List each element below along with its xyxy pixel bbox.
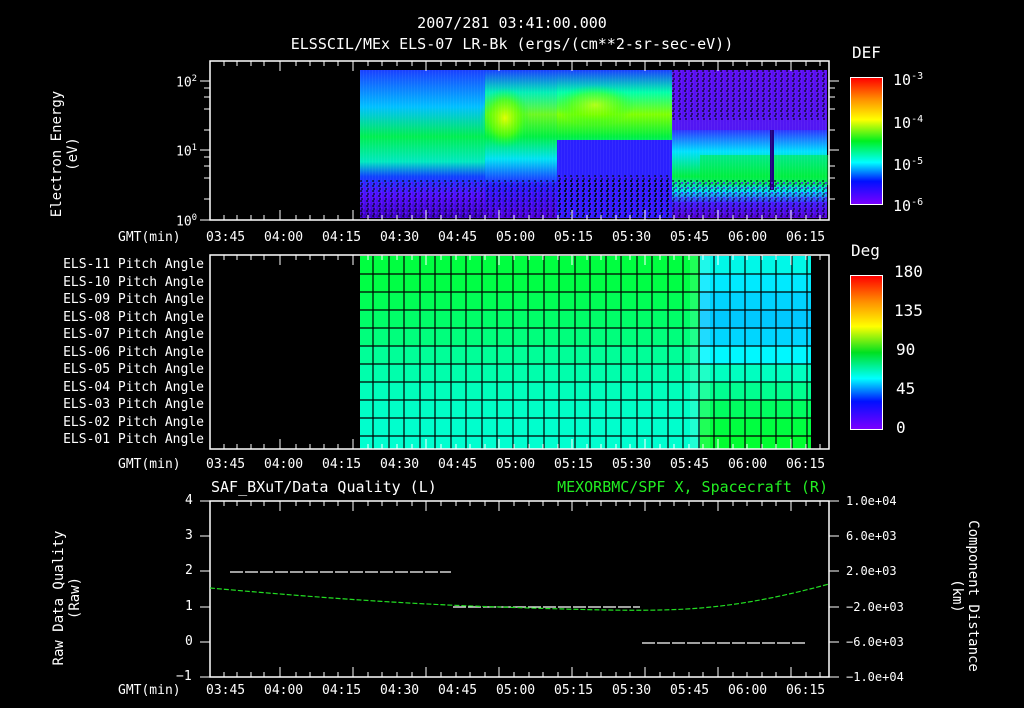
- def-tick-1e-5: 10-5: [893, 156, 924, 174]
- pitch-grid: [360, 256, 811, 449]
- panel3-ticks: [200, 500, 839, 678]
- plot-timestamp: 2007/281 03:41:00.000: [417, 14, 607, 32]
- x-tick: 05:45: [670, 683, 710, 698]
- x-tick: 04:30: [380, 457, 420, 472]
- deg-colorbar: [850, 275, 883, 430]
- x-tick: 05:00: [496, 230, 536, 245]
- def-colorbar-title: DEF: [852, 43, 881, 62]
- x-tick: 04:15: [322, 683, 362, 698]
- x-tick: 05:30: [612, 230, 652, 245]
- panel1-ticks: [200, 80, 839, 221]
- quality-ylabel-line1: Raw Data Quality: [51, 530, 67, 666]
- left-ytick: −1: [176, 669, 192, 684]
- x-tick: 06:15: [786, 683, 826, 698]
- quality-title: SAF_BXuT/Data Quality (L): [211, 478, 437, 496]
- row-label: ELS-03 Pitch Angle: [63, 397, 204, 412]
- x-tick: 05:15: [554, 230, 594, 245]
- distance-ylabel-line2: (km): [949, 579, 965, 613]
- x-tick: 04:45: [438, 457, 478, 472]
- x-axis-label-1: GMT(min): [118, 230, 181, 245]
- row-label: ELS-07 Pitch Angle: [63, 327, 204, 342]
- energy-ytick-10: 101: [176, 143, 198, 160]
- left-ytick: 2: [185, 563, 193, 578]
- x-axis-label-3: GMT(min): [118, 683, 181, 698]
- row-label: ELS-08 Pitch Angle: [63, 310, 204, 325]
- row-label: ELS-10 Pitch Angle: [63, 275, 204, 290]
- left-ytick: 4: [185, 493, 193, 508]
- x-axis-label-2: GMT(min): [118, 457, 181, 472]
- distance-ylabel: Component Distance (km): [949, 511, 981, 681]
- x-tick: 06:15: [786, 457, 826, 472]
- energy-ylabel-line2: (eV): [65, 137, 81, 171]
- x-tick: 06:00: [728, 457, 768, 472]
- left-ytick: 0: [185, 634, 193, 649]
- def-tick-1e-3: 10-3: [893, 71, 924, 89]
- x-tick: 03:45: [206, 683, 246, 698]
- row-label: ELS-01 Pitch Angle: [63, 432, 204, 447]
- x-tick: 04:30: [380, 683, 420, 698]
- def-tick-1e-6: 10-6: [893, 197, 924, 215]
- x-tick: 06:00: [728, 230, 768, 245]
- x-ticks: [223, 61, 821, 677]
- x-tick: 05:00: [496, 457, 536, 472]
- right-ytick: −2.0e+03: [846, 600, 904, 614]
- x-tick: 06:15: [786, 230, 826, 245]
- x-tick: 05:45: [670, 457, 710, 472]
- x-tick: 05:15: [554, 457, 594, 472]
- spf-x-title: MEXORBMC/SPF X, Spacecraft (R): [557, 478, 828, 496]
- right-ytick: 6.0e+03: [846, 529, 897, 543]
- x-tick: 06:00: [728, 683, 768, 698]
- x-tick: 05:30: [612, 683, 652, 698]
- pitch-angle-data: [360, 256, 811, 449]
- x-tick: 04:15: [322, 230, 362, 245]
- energy-ylabel: Electron Energy (eV): [49, 84, 81, 224]
- x-tick: 04:00: [264, 683, 304, 698]
- right-ytick: −6.0e+03: [846, 635, 904, 649]
- x-tick: 05:30: [612, 457, 652, 472]
- deg-tick-90: 90: [896, 340, 916, 359]
- x-tick: 04:45: [438, 683, 478, 698]
- x-tick: 03:45: [206, 457, 246, 472]
- right-ytick: −1.0e+04: [846, 670, 904, 684]
- def-tick-1e-4: 10-4: [893, 114, 924, 132]
- right-ytick: 1.0e+04: [846, 494, 897, 508]
- row-label: ELS-04 Pitch Angle: [63, 380, 204, 395]
- spf-x-series: [209, 583, 830, 611]
- deg-tick-180: 180: [894, 262, 923, 281]
- energy-ytick-100: 102: [176, 74, 198, 91]
- x-tick: 04:00: [264, 457, 304, 472]
- row-label: ELS-11 Pitch Angle: [63, 257, 204, 272]
- spectrogram-data: [360, 70, 830, 218]
- row-label: ELS-06 Pitch Angle: [63, 345, 204, 360]
- deg-colorbar-title: Deg: [851, 241, 880, 260]
- x-tick: 05:45: [670, 230, 710, 245]
- energy-ytick-1: 100: [176, 213, 198, 230]
- x-tick: 04:30: [380, 230, 420, 245]
- distance-ylabel-line1: Component Distance: [965, 520, 981, 672]
- x-tick: 04:00: [264, 230, 304, 245]
- quality-ylabel: Raw Data Quality (Raw): [51, 523, 83, 673]
- left-ytick: 1: [185, 599, 193, 614]
- right-ytick: 2.0e+03: [846, 564, 897, 578]
- deg-tick-0: 0: [896, 418, 906, 437]
- deg-tick-135: 135: [894, 301, 923, 320]
- left-ytick: 3: [185, 528, 193, 543]
- row-label: ELS-09 Pitch Angle: [63, 292, 204, 307]
- x-tick: 04:45: [438, 230, 478, 245]
- plot-subtitle: ELSSCIL/MEx ELS-07 LR-Bk (ergs/(cm**2-sr…: [290, 35, 734, 53]
- row-label: ELS-05 Pitch Angle: [63, 362, 204, 377]
- def-colorbar: [850, 77, 883, 205]
- energy-ylabel-line1: Electron Energy: [49, 90, 65, 218]
- quality-ylabel-line2: (Raw): [67, 576, 83, 620]
- x-tick: 03:45: [206, 230, 246, 245]
- x-tick: 05:00: [496, 683, 536, 698]
- x-tick: 05:15: [554, 683, 594, 698]
- x-tick: 04:15: [322, 457, 362, 472]
- row-label: ELS-02 Pitch Angle: [63, 415, 204, 430]
- deg-tick-45: 45: [896, 379, 916, 398]
